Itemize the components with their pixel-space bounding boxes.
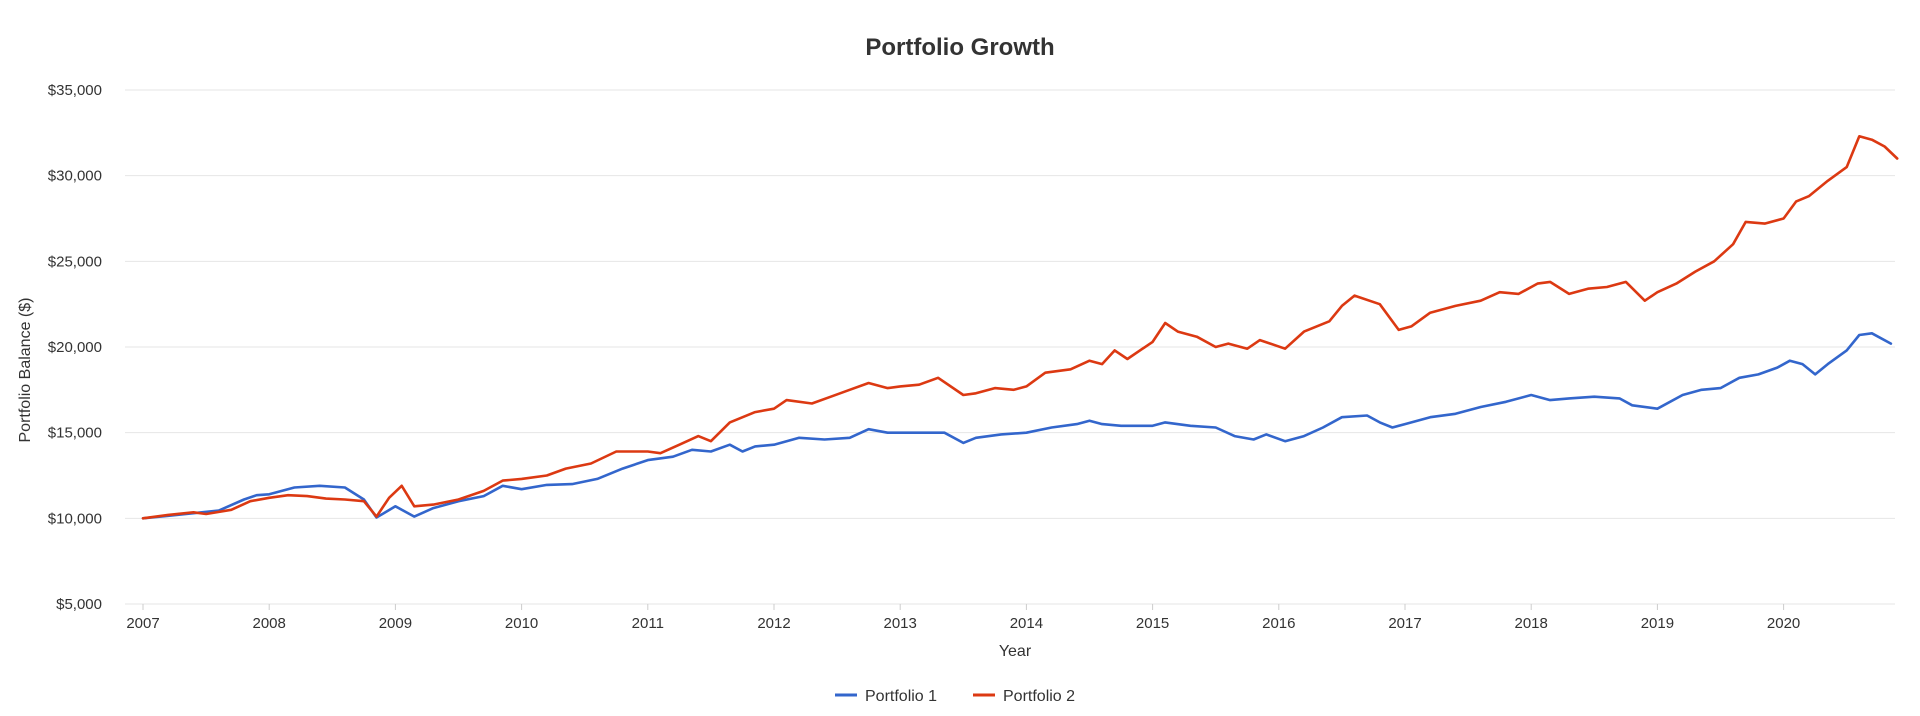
y-tick-label: $10,000 — [48, 510, 102, 527]
x-tick-label: 2007 — [126, 615, 159, 632]
x-tick-label: 2014 — [1010, 615, 1043, 632]
x-tick-label: 2016 — [1262, 615, 1295, 632]
y-tick-label: $30,000 — [48, 168, 102, 185]
x-tick-label: 2015 — [1136, 615, 1169, 632]
x-tick-label: 2019 — [1641, 615, 1674, 632]
chart-title: Portfolio Growth — [865, 34, 1054, 61]
legend-label-portfolio-2: Portfolio 2 — [1003, 688, 1075, 705]
series-lines — [141, 135, 1899, 520]
x-axis-label: Year — [999, 643, 1032, 660]
y-tick-label: $15,000 — [48, 425, 102, 442]
y-axis-ticks: $5,000 $10,000 $15,000 $20,000 $25,000 $30,00… — [48, 82, 102, 613]
x-tick-label: 2012 — [757, 615, 790, 632]
y-tick-label: $25,000 — [48, 253, 102, 270]
y-tick-label: $35,000 — [48, 82, 102, 99]
y-tick-label: $20,000 — [48, 339, 102, 356]
x-tick-label: 2013 — [884, 615, 917, 632]
legend: Portfolio 1 Portfolio 2 — [835, 688, 1075, 705]
x-tick-label: 2020 — [1767, 615, 1800, 632]
series-line-portfolio-1 — [141, 331, 1893, 520]
x-tick-label: 2008 — [253, 615, 286, 632]
x-tick-label: 2018 — [1515, 615, 1548, 632]
x-tick-label: 2011 — [632, 615, 664, 632]
x-tick-label: 2009 — [379, 615, 412, 632]
x-tick-label: 2017 — [1388, 615, 1421, 632]
y-tick-label: $5,000 — [56, 596, 102, 613]
x-axis-ticks: 2007 2008 2009 2010 2011 2012 2013 2014 2015 2016… — [126, 604, 1800, 632]
y-axis-label: Portfolio Balance ($) — [17, 298, 34, 443]
series-line-portfolio-2 — [141, 135, 1899, 520]
legend-label-portfolio-1: Portfolio 1 — [865, 688, 937, 705]
x-tick-label: 2010 — [505, 615, 538, 632]
grid-lines — [125, 89, 1895, 605]
